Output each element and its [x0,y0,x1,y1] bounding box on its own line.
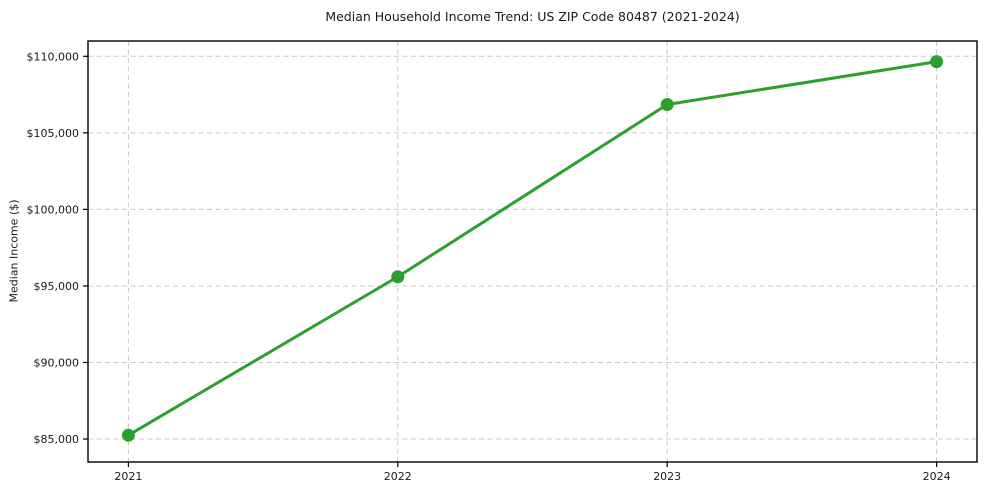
data-line [126,60,939,437]
x-tick-label: 2023 [653,470,681,483]
chart-title: Median Household Income Trend: US ZIP Co… [325,9,740,24]
x-tick-label: 2024 [923,470,951,483]
x-tick-label: 2021 [114,470,142,483]
axes-spines [87,40,978,463]
y-tick-label: $90,000 [34,356,80,369]
y-tick-label: $85,000 [34,433,80,446]
data-point-marker [660,98,674,112]
y-tick-label: $110,000 [27,50,80,63]
data-point-marker [391,270,405,284]
data-point-marker [930,55,944,69]
x-tick-label: 2022 [384,470,412,483]
data-point-marker [121,428,135,442]
y-tick-label: $100,000 [27,203,80,216]
y-tick-label: $95,000 [34,280,80,293]
y-tick-label: $105,000 [27,127,80,140]
